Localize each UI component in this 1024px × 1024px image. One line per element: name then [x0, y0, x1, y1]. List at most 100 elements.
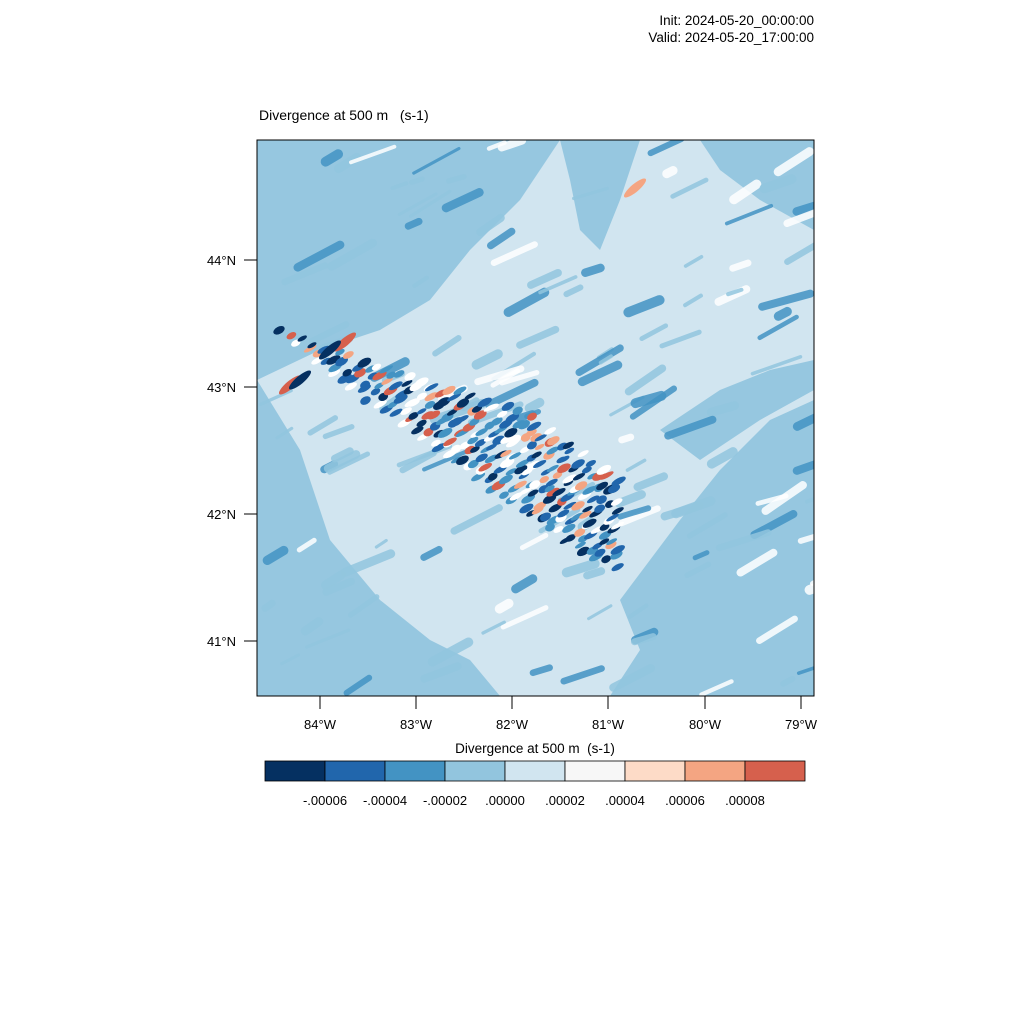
- wave-cell: [546, 464, 559, 473]
- field-streak: [623, 295, 665, 318]
- field-streak: [511, 574, 538, 594]
- wave-cell: [611, 521, 624, 530]
- field-streak: [587, 604, 613, 621]
- wave-cell: [411, 426, 424, 435]
- lon-tick-label: 83°W: [400, 717, 433, 732]
- wave-cell: [611, 563, 624, 572]
- wave-cell: [606, 538, 618, 545]
- wave-cell: [386, 371, 396, 379]
- wave-cell: [610, 498, 623, 506]
- wave-cell: [611, 476, 626, 486]
- wave-cell: [526, 421, 542, 431]
- field-streak: [516, 325, 560, 349]
- wave-cell: [558, 455, 570, 463]
- wave-cell: [557, 463, 571, 474]
- wave-cell: [545, 478, 558, 487]
- wave-cell: [404, 372, 416, 381]
- wave-cell: [579, 510, 592, 519]
- wave-cell: [474, 439, 487, 447]
- field-streak: [618, 433, 635, 444]
- wave-cell: [373, 400, 387, 409]
- wave-cell: [371, 363, 382, 371]
- field-streak: [757, 314, 799, 341]
- feature-cell: [318, 340, 342, 360]
- lon-tick-label: 82°W: [496, 717, 529, 732]
- wave-cell: [552, 471, 563, 479]
- field-streak: [659, 329, 702, 349]
- feature-cell: [623, 178, 647, 198]
- field-streak: [432, 335, 462, 357]
- wave-cell: [610, 545, 625, 555]
- field-streak: [630, 390, 667, 409]
- wave-cell: [599, 538, 610, 545]
- wave-cell: [498, 474, 513, 485]
- colorbar-swatch: [444, 760, 506, 782]
- map-frame: [256, 139, 815, 697]
- field-streak: [758, 289, 814, 311]
- field-streak: [481, 620, 506, 635]
- field-streak: [773, 147, 814, 177]
- field-streak: [618, 505, 661, 527]
- field-streak: [262, 545, 289, 565]
- wave-cell: [533, 459, 547, 469]
- field-streak: [487, 227, 516, 250]
- wave-cell: [471, 472, 486, 482]
- wave-cell: [571, 459, 585, 469]
- field-streak: [374, 538, 388, 549]
- field-streak: [614, 490, 646, 508]
- wave-cell: [577, 450, 589, 458]
- wave-cell: [326, 355, 341, 365]
- field-streak: [330, 447, 354, 463]
- wave-cell: [486, 443, 497, 451]
- field-region: [660, 360, 814, 460]
- wave-cell: [599, 471, 614, 480]
- wave-cell: [423, 428, 434, 437]
- field-streak: [422, 447, 473, 472]
- wave-cell: [416, 392, 427, 401]
- field-streak: [327, 451, 371, 475]
- wave-cell: [490, 417, 503, 426]
- field-streak: [446, 174, 467, 184]
- wave-cell: [563, 501, 577, 510]
- field-streak: [756, 615, 798, 644]
- colorbar-swatch: [264, 760, 326, 782]
- wave-cell: [400, 407, 412, 415]
- wave-cell: [389, 408, 403, 417]
- colorbar-label: .00000: [485, 793, 525, 808]
- wave-cell: [475, 453, 488, 463]
- field-streak: [307, 415, 339, 436]
- wave-cell: [547, 436, 560, 446]
- field-streak: [450, 504, 503, 535]
- wave-cell: [451, 444, 462, 454]
- wave-cell: [360, 380, 371, 390]
- wave-cell: [473, 410, 487, 420]
- wave-cell: [526, 441, 537, 450]
- field-region: [610, 400, 814, 696]
- field-streak: [420, 545, 443, 561]
- field-streak: [660, 501, 704, 521]
- wave-cell: [447, 409, 458, 416]
- wave-cell: [467, 436, 479, 445]
- field-streak: [408, 189, 452, 218]
- field-streak: [755, 493, 789, 506]
- wave-cell: [601, 555, 611, 564]
- wave-cell: [586, 495, 600, 504]
- field-streak: [792, 196, 814, 216]
- wave-cell: [545, 523, 555, 532]
- field-streak: [484, 378, 539, 409]
- field-streak: [706, 447, 738, 469]
- field-streak: [683, 293, 703, 308]
- feature-cell: [288, 370, 312, 390]
- colorbar-swatch: [564, 760, 626, 782]
- init-time-label: Init: 2024-05-20_00:00:00: [659, 13, 814, 28]
- field-streak: [524, 397, 545, 413]
- field-streak: [296, 537, 317, 553]
- field-streak: [780, 675, 796, 687]
- wave-cell: [599, 523, 610, 531]
- field-streak: [409, 176, 425, 185]
- wave-cell: [447, 392, 462, 402]
- field-streak: [561, 558, 600, 578]
- field-streak: [327, 238, 377, 271]
- colorbar-swatch: [384, 760, 446, 782]
